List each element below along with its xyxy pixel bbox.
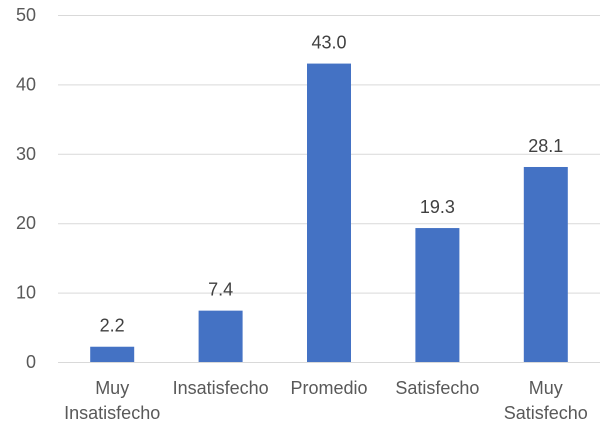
data-label: 2.2 — [100, 316, 125, 336]
x-tick-label: Insatisfecho — [173, 378, 269, 398]
bar — [90, 346, 135, 362]
x-tick-label: Muy Insatisfecho — [64, 378, 160, 423]
data-label: 43.0 — [311, 33, 346, 53]
y-tick-label: 40 — [16, 74, 36, 94]
x-tick-label-line: Insatisfecho — [64, 403, 160, 423]
x-tick-label-line: Muy — [95, 378, 129, 398]
x-tick-label-line: Satisfecho — [504, 403, 588, 423]
data-label: 7.4 — [208, 280, 233, 300]
bars — [90, 63, 568, 363]
bar — [415, 228, 460, 362]
x-tick-label-line: Satisfecho — [395, 378, 479, 398]
data-labels: 2.2 7.4 43.0 19.3 28.1 — [100, 33, 564, 336]
data-label: 28.1 — [528, 136, 563, 156]
x-tick-label: Promedio — [290, 378, 367, 398]
x-tick-label-line: Muy — [529, 378, 563, 398]
y-tick-label: 10 — [16, 283, 36, 303]
y-tick-label: 0 — [26, 352, 36, 372]
y-tick-label: 30 — [16, 144, 36, 164]
x-tick-label-line: Promedio — [290, 378, 367, 398]
x-tick-label: Satisfecho — [395, 378, 479, 398]
bar — [523, 166, 568, 362]
y-axis-ticks: 0 10 20 30 40 50 — [16, 5, 36, 372]
bar — [307, 63, 351, 363]
y-tick-label: 50 — [16, 5, 36, 25]
data-label: 19.3 — [420, 197, 455, 217]
x-tick-label: Muy Satisfecho — [504, 378, 588, 423]
x-axis-categories: Muy Insatisfecho Insatisfecho Promedio Satis… — [64, 378, 588, 423]
y-tick-label: 20 — [16, 213, 36, 233]
x-tick-label-line: Insatisfecho — [173, 378, 269, 398]
bar — [198, 310, 243, 362]
